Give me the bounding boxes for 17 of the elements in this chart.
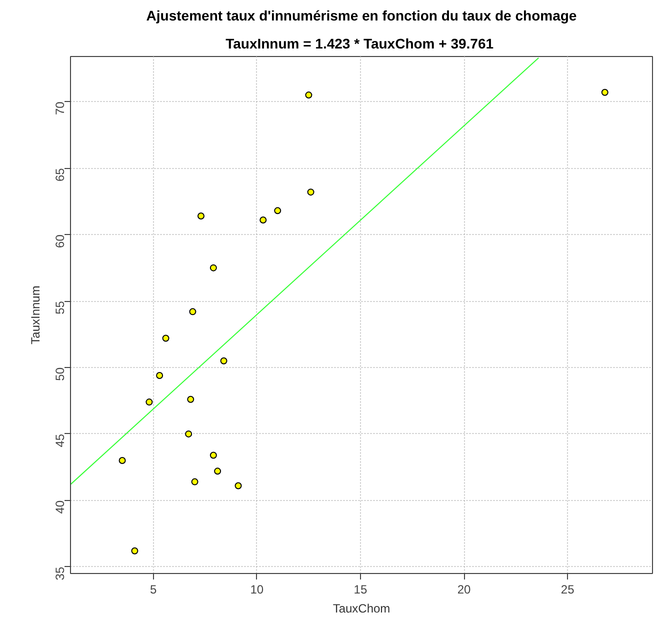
y-tick-label: 50 bbox=[53, 367, 67, 381]
x-tick-label: 15 bbox=[354, 582, 368, 596]
y-tick-label: 40 bbox=[53, 500, 67, 514]
y-tick-label: 65 bbox=[53, 168, 67, 182]
y-tick-label: 55 bbox=[53, 300, 67, 314]
y-tick-label: 45 bbox=[53, 434, 67, 448]
chart-title: Ajustement taux d'innumérisme en fonction du taux de chomage bbox=[146, 8, 577, 24]
x-tick-label: 25 bbox=[560, 582, 575, 596]
x-tick-label: 10 bbox=[250, 582, 264, 596]
chart-subtitle: TauxInnum = 1.423 * TauxChom + 39.761 bbox=[226, 36, 494, 52]
y-axis-title: TauxInnum bbox=[28, 286, 42, 344]
y-tick-label: 35 bbox=[53, 566, 67, 580]
x-tick-label: 5 bbox=[150, 582, 158, 596]
x-axis-title: TauxChom bbox=[332, 602, 390, 616]
y-tick-label: 60 bbox=[53, 234, 67, 248]
x-tick-label: 20 bbox=[457, 582, 472, 596]
y-tick-label: 70 bbox=[53, 101, 67, 116]
